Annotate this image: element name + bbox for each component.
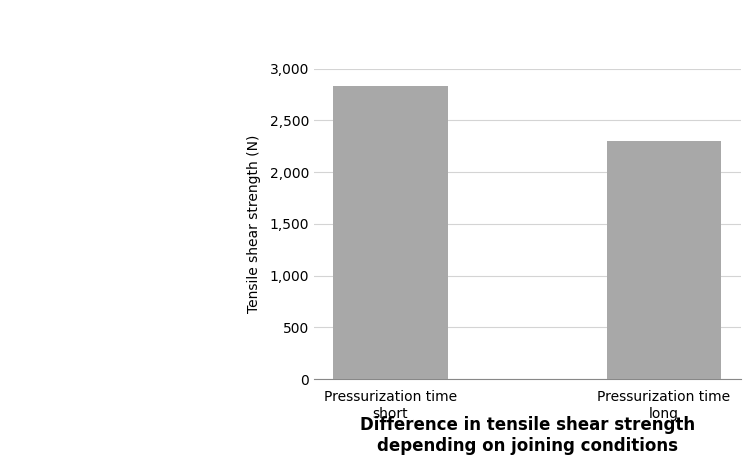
Bar (333, 86, 448, 379)
Bar (606, 141, 721, 379)
Y-axis label: Tensile shear strength (N): Tensile shear strength (N) (247, 135, 261, 313)
Text: Difference in tensile shear strength
depending on joining conditions: Difference in tensile shear strength dep… (360, 416, 695, 455)
